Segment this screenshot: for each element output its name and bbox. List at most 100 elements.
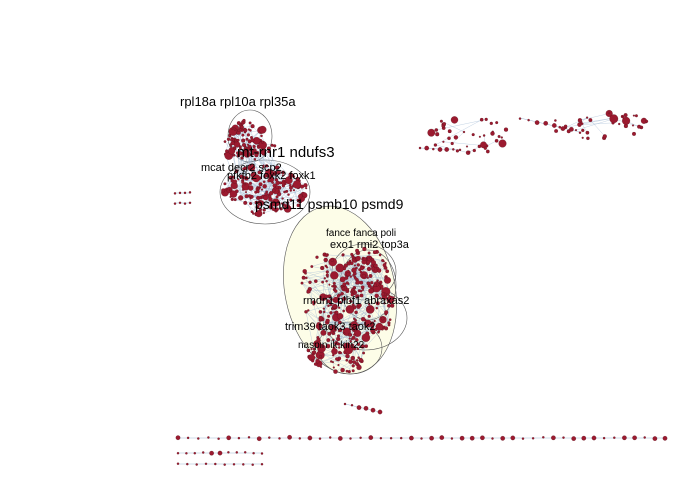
node xyxy=(320,366,323,369)
node xyxy=(280,207,283,211)
node xyxy=(328,257,337,267)
node xyxy=(340,285,344,288)
node xyxy=(268,205,272,209)
node xyxy=(380,316,385,321)
node xyxy=(332,281,336,285)
node xyxy=(368,274,373,278)
node xyxy=(312,347,316,351)
node xyxy=(387,323,391,327)
node xyxy=(342,282,347,287)
node xyxy=(349,261,354,266)
node xyxy=(227,451,230,454)
edge xyxy=(324,302,331,312)
node xyxy=(258,182,263,187)
node xyxy=(336,313,344,320)
node xyxy=(356,263,360,267)
node xyxy=(347,370,351,374)
node xyxy=(357,356,360,359)
node xyxy=(243,128,248,133)
node xyxy=(275,165,280,170)
node xyxy=(450,116,459,124)
node xyxy=(450,437,454,440)
node xyxy=(260,452,264,455)
node xyxy=(326,338,331,343)
node xyxy=(381,292,385,297)
node xyxy=(355,338,359,342)
node xyxy=(268,436,271,439)
node xyxy=(385,269,390,274)
node xyxy=(466,145,469,148)
node xyxy=(458,148,462,152)
node xyxy=(238,195,244,201)
node xyxy=(432,147,435,151)
node xyxy=(283,190,286,194)
node xyxy=(621,115,625,119)
node xyxy=(323,277,326,280)
node xyxy=(252,452,255,455)
edge xyxy=(319,310,370,330)
node xyxy=(484,117,488,121)
node xyxy=(249,201,253,206)
node xyxy=(435,132,440,137)
node xyxy=(175,435,181,441)
node xyxy=(307,309,310,312)
node xyxy=(332,299,336,303)
node xyxy=(351,255,355,259)
node xyxy=(609,114,619,124)
edge xyxy=(324,275,335,312)
node xyxy=(602,436,606,440)
node xyxy=(366,266,372,272)
node xyxy=(318,437,322,440)
node xyxy=(305,187,308,190)
node xyxy=(531,437,535,440)
node xyxy=(292,189,295,192)
node xyxy=(581,435,587,441)
node xyxy=(320,329,327,336)
node xyxy=(313,362,318,366)
node xyxy=(442,140,445,143)
node xyxy=(286,201,290,205)
node xyxy=(345,305,355,314)
node xyxy=(378,253,382,257)
node xyxy=(260,188,264,191)
node xyxy=(329,303,333,307)
node xyxy=(176,452,180,455)
node xyxy=(325,270,329,274)
node xyxy=(268,194,272,199)
edge xyxy=(311,266,348,274)
node xyxy=(248,121,252,125)
edge xyxy=(486,140,497,147)
node xyxy=(543,121,549,126)
edge xyxy=(305,273,324,298)
node xyxy=(250,138,255,143)
node xyxy=(489,121,493,126)
node xyxy=(338,346,341,349)
node xyxy=(243,151,251,158)
node xyxy=(483,146,487,150)
node xyxy=(257,170,262,175)
node xyxy=(371,326,374,330)
node xyxy=(252,174,261,183)
node xyxy=(258,125,267,134)
node xyxy=(201,451,205,454)
node xyxy=(352,286,356,289)
edge xyxy=(309,282,335,290)
edge xyxy=(335,361,351,372)
edge xyxy=(377,286,390,323)
node xyxy=(494,139,499,143)
node xyxy=(353,264,356,267)
node xyxy=(462,130,466,134)
cluster-label-mitochondrial: mt-rnr1 ndufs3 xyxy=(237,144,335,161)
node xyxy=(368,288,374,294)
node xyxy=(281,197,284,200)
node xyxy=(236,138,240,142)
node xyxy=(336,297,341,301)
node xyxy=(305,276,308,280)
edge xyxy=(287,186,300,207)
node xyxy=(275,207,279,212)
node xyxy=(214,462,217,466)
node xyxy=(645,119,649,123)
node xyxy=(304,310,308,314)
cluster-label-taok: trim39 taok3 taok2 xyxy=(285,321,376,333)
